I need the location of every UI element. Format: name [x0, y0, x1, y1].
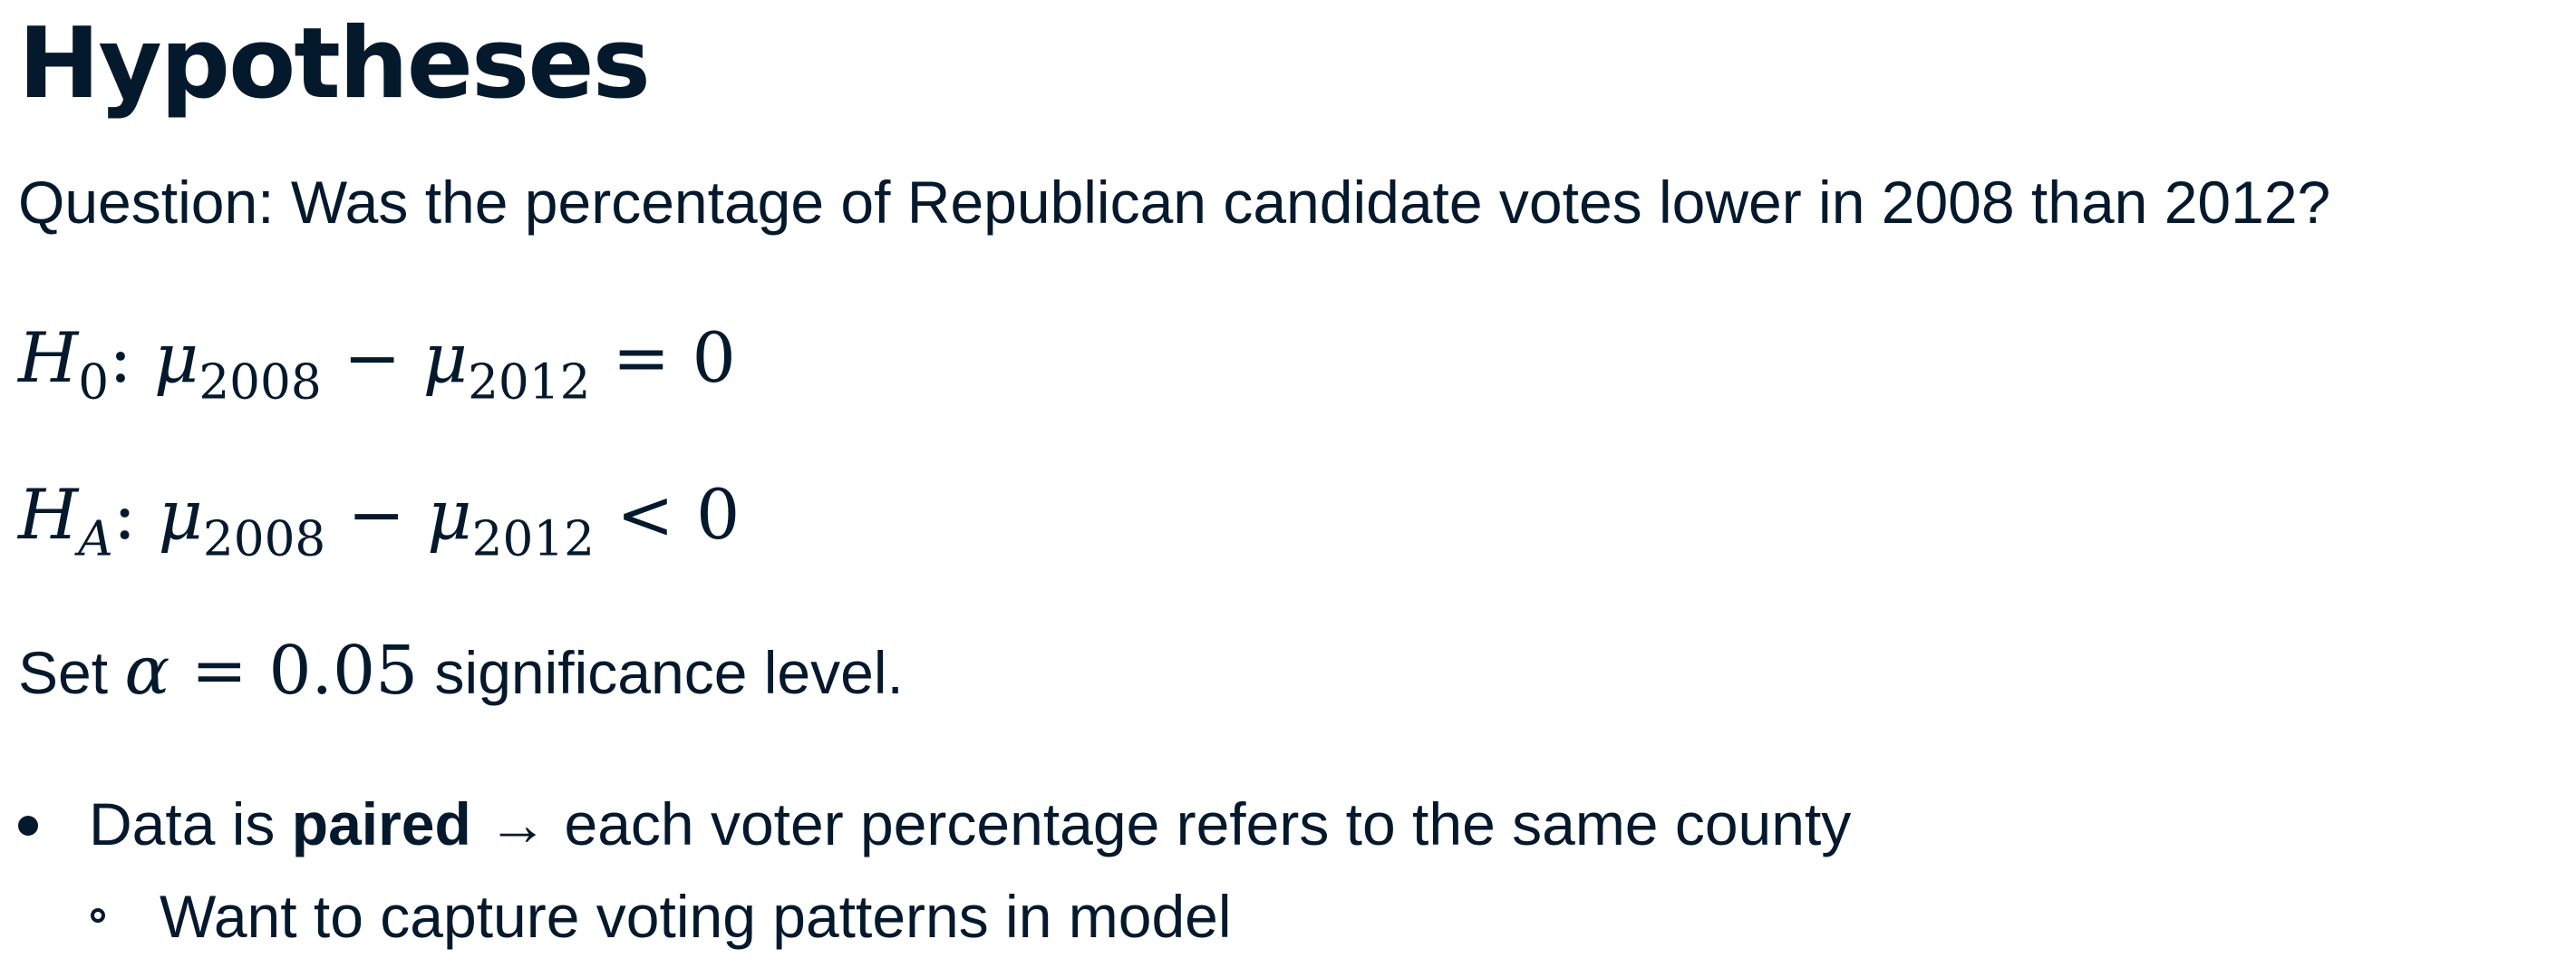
bullet-item: Data is paired → each voter percentage r…	[89, 783, 1851, 865]
alt-mu-1: μ	[158, 474, 203, 555]
alt-hypothesis-symbol: H	[18, 474, 79, 555]
bullet-disc-icon	[18, 816, 38, 836]
null-mu-2-subscript: 2012	[468, 353, 591, 411]
sub-bullet-item: Want to capture voting patterns in model	[160, 883, 1232, 950]
sub-bullet-circle-icon	[91, 908, 105, 923]
slide-title: Hypotheses	[18, 7, 651, 121]
alt-hypothesis-subscript: A	[78, 510, 113, 567]
null-hypothesis-subscript: 0	[78, 353, 110, 411]
null-mu-1-subscript: 2008	[199, 353, 322, 411]
null-hypothesis: H0: μ2008 − μ2012 = 0	[18, 313, 736, 406]
bullet-text-bold: paired	[291, 790, 471, 857]
null-hypothesis-colon: :	[109, 317, 132, 398]
significance-level-line: Set α = 0.05 significance level.	[18, 625, 904, 718]
bullet-text-before: Data is	[89, 790, 292, 857]
alpha-symbol: α	[124, 632, 170, 710]
alpha-equals: =	[169, 632, 269, 710]
alt-relation: <	[595, 474, 697, 555]
null-mu-1: μ	[153, 317, 199, 398]
alt-mu-2: μ	[427, 474, 472, 555]
alpha-value: 0.05	[268, 632, 419, 710]
alt-minus: −	[325, 474, 428, 555]
null-value: 0	[692, 317, 736, 398]
alternative-hypothesis: HA: μ2008 − μ2012 < 0	[18, 470, 741, 563]
alpha-suffix: significance level.	[418, 639, 904, 706]
null-relation: =	[590, 317, 692, 398]
alpha-prefix: Set	[18, 639, 125, 706]
null-minus: −	[321, 317, 423, 398]
alpha-expression: α = 0.05	[124, 632, 418, 710]
question-text: Question: Was the percentage of Republic…	[18, 169, 2331, 236]
alt-mu-1-subscript: 2008	[202, 510, 326, 567]
alt-mu-2-subscript: 2012	[471, 510, 596, 567]
alt-hypothesis-colon: :	[112, 474, 137, 555]
bullet-text-after: → each voter percentage refers to the sa…	[470, 790, 1852, 857]
null-mu-2: μ	[422, 317, 469, 398]
alt-value: 0	[696, 474, 741, 555]
null-hypothesis-symbol: H	[18, 317, 79, 398]
